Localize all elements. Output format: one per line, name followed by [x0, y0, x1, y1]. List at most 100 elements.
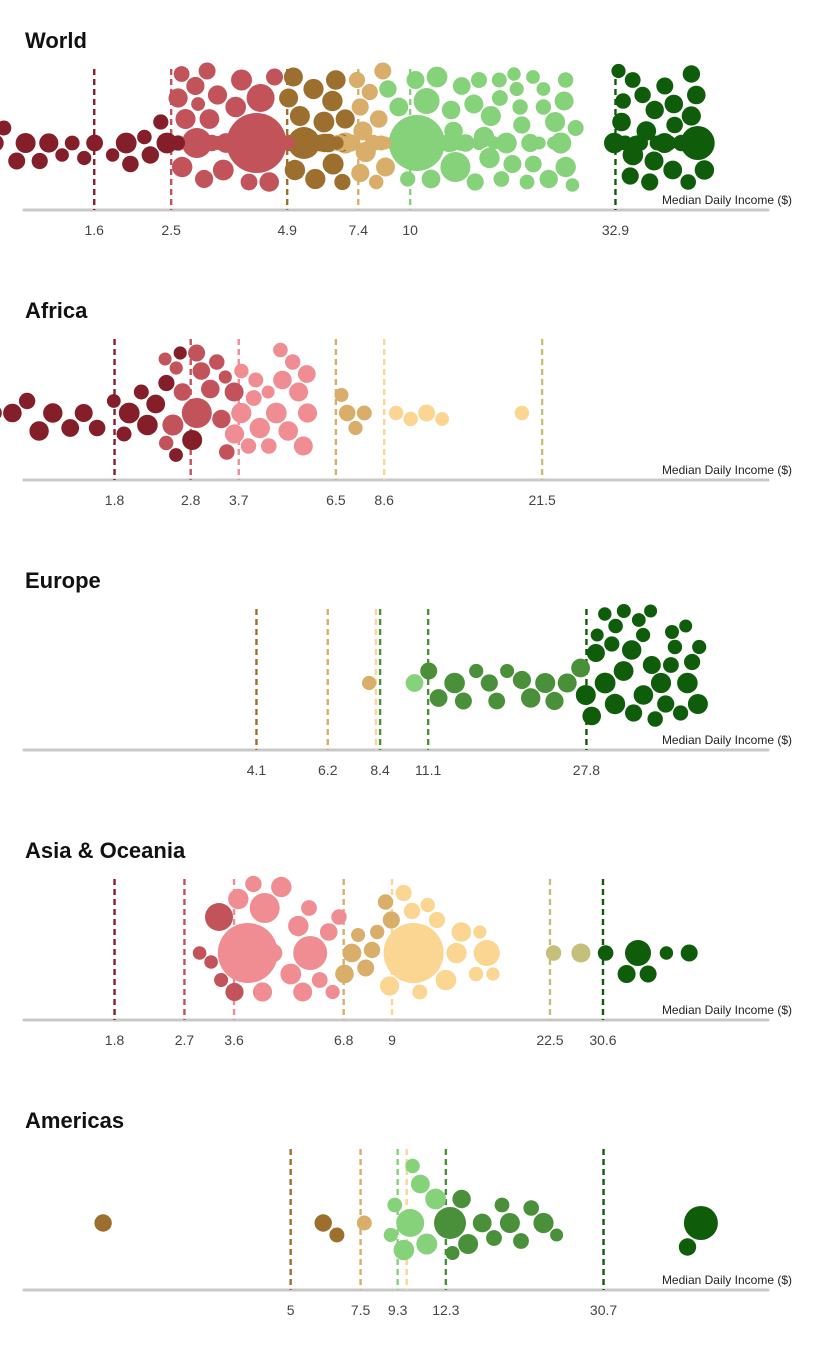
data-point-world-23	[284, 159, 306, 181]
data-point-africa-46	[514, 405, 530, 421]
threshold-label-europe-5: 27.8	[573, 762, 600, 778]
axis-label-africa: Median Daily Income ($)	[662, 463, 792, 477]
data-point-africa-34	[245, 390, 262, 406]
threshold-label-africa-3: 6.5	[326, 492, 346, 508]
axis-label-americas: Median Daily Income ($)	[662, 1273, 792, 1287]
data-point-africa-13	[224, 382, 244, 402]
threshold-label-europe-3: 8.4	[370, 762, 390, 778]
data-point-world-51	[168, 88, 188, 108]
data-point-europe-39	[500, 664, 515, 678]
data-point-world-190	[611, 63, 626, 79]
threshold-label-americas-0: 5	[287, 1302, 295, 1318]
data-point-africa-11	[297, 403, 318, 423]
data-point-world-67	[612, 112, 631, 132]
data-point-americas-21	[387, 1197, 403, 1213]
data-point-asia-and-oceania-24	[319, 923, 338, 941]
data-point-americas-16	[486, 1230, 502, 1246]
data-point-world-55	[464, 94, 484, 114]
data-point-africa-1	[162, 414, 184, 436]
data-point-africa-40	[356, 405, 372, 421]
data-point-europe-3	[604, 693, 626, 715]
threshold-label-americas-2: 9.3	[388, 1302, 408, 1318]
data-point-africa-43	[116, 426, 132, 442]
data-point-asia-and-oceania-43	[468, 966, 484, 982]
data-point-asia-and-oceania-9	[446, 942, 467, 964]
data-point-africa-31	[18, 392, 36, 410]
data-point-world-59	[283, 67, 303, 87]
data-point-world-154	[535, 99, 552, 115]
data-point-world-33	[289, 106, 310, 126]
data-point-americas-17	[523, 1200, 539, 1216]
data-point-world-87	[369, 110, 388, 128]
data-point-europe-7	[535, 673, 556, 693]
data-point-asia-and-oceania-48	[192, 946, 207, 960]
threshold-label-asia-and-oceania-6: 30.6	[589, 1032, 616, 1048]
data-point-africa-42	[133, 384, 149, 400]
data-point-world-198	[191, 97, 206, 111]
data-point-world-213	[378, 136, 392, 150]
data-point-world-91	[379, 80, 397, 98]
data-point-europe-26	[488, 692, 506, 710]
data-point-africa-60	[261, 385, 275, 399]
data-point-world-211	[390, 136, 404, 150]
threshold-label-africa-0: 1.8	[105, 492, 125, 508]
data-point-asia-and-oceania-14	[380, 976, 400, 996]
data-point-europe-16	[512, 670, 532, 690]
data-point-asia-and-oceania-40	[412, 984, 428, 1000]
data-point-americas-0	[683, 1206, 718, 1240]
data-point-asia-and-oceania-10	[271, 876, 292, 898]
data-point-world-174	[661, 135, 677, 151]
data-point-world-58	[353, 121, 373, 141]
data-point-africa-33	[0, 407, 2, 419]
data-point-americas-7	[458, 1234, 479, 1254]
data-point-asia-and-oceania-8	[435, 969, 457, 991]
threshold-label-world-4: 10	[402, 222, 418, 238]
threshold-label-world-5: 32.9	[602, 222, 629, 238]
data-point-africa-22	[297, 365, 316, 383]
threshold-label-africa-4: 8.6	[374, 492, 394, 508]
data-point-americas-3	[416, 1233, 438, 1255]
data-point-asia-and-oceania-17	[293, 982, 313, 1002]
data-point-europe-11	[521, 688, 541, 708]
data-point-world-142	[493, 171, 510, 187]
data-point-asia-and-oceania-22	[225, 982, 244, 1002]
data-point-world-151	[680, 174, 696, 190]
data-point-world-105	[198, 62, 216, 80]
data-point-europe-8	[613, 661, 634, 681]
data-point-africa-47	[234, 363, 249, 379]
data-point-africa-17	[273, 370, 292, 390]
threshold-label-asia-and-oceania-5: 22.5	[536, 1032, 563, 1048]
data-point-americas-22	[405, 1158, 420, 1174]
data-point-asia-and-oceania-21	[260, 943, 280, 963]
data-point-world-108	[86, 134, 103, 152]
data-point-africa-19	[3, 403, 22, 423]
data-point-world-46	[694, 160, 715, 180]
data-point-world-57	[644, 151, 664, 171]
data-point-world-159	[400, 171, 416, 187]
data-point-world-197	[526, 70, 540, 84]
data-point-asia-and-oceania-38	[377, 894, 394, 910]
data-point-world-48	[681, 106, 701, 126]
data-point-europe-9	[633, 685, 654, 705]
data-point-world-9	[231, 69, 252, 91]
data-point-world-98	[641, 173, 659, 191]
data-point-americas-11	[452, 1189, 471, 1209]
data-point-world-74	[539, 169, 558, 189]
data-point-africa-3	[118, 402, 140, 424]
data-point-world-125	[31, 152, 48, 170]
data-point-world-14	[115, 132, 137, 154]
data-point-world-184	[77, 150, 92, 166]
data-point-world-17	[426, 66, 448, 88]
threshold-label-europe-4: 11.1	[415, 762, 441, 778]
data-point-africa-25	[192, 362, 211, 380]
data-point-world-101	[8, 152, 26, 170]
data-point-world-110	[240, 173, 258, 191]
data-point-americas-12	[314, 1214, 332, 1232]
data-point-asia-and-oceania-26	[357, 959, 375, 977]
data-point-europe-22	[480, 674, 498, 692]
data-point-americas-8	[499, 1213, 520, 1233]
data-point-world-208	[266, 136, 281, 150]
data-point-europe-40	[665, 625, 679, 639]
data-point-world-83	[503, 155, 522, 173]
data-point-africa-53	[435, 412, 449, 426]
